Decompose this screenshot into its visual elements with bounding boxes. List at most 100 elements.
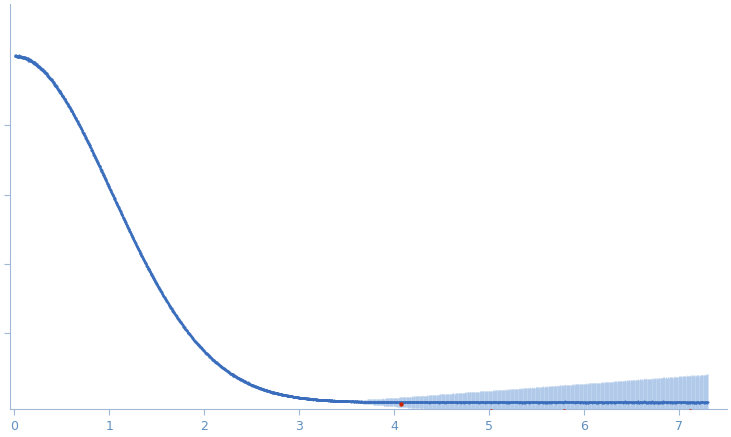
Point bbox=[588, 399, 599, 406]
Point bbox=[351, 398, 363, 405]
Point bbox=[280, 392, 292, 399]
Point bbox=[113, 205, 124, 212]
Point bbox=[111, 200, 123, 207]
Point bbox=[280, 392, 292, 399]
Point bbox=[117, 214, 129, 221]
Point bbox=[257, 385, 268, 392]
Point bbox=[212, 361, 224, 368]
Point bbox=[645, 399, 656, 406]
Point bbox=[466, 399, 477, 406]
Point bbox=[107, 191, 118, 198]
Point bbox=[394, 399, 406, 406]
Point bbox=[684, 399, 696, 406]
Point bbox=[656, 399, 668, 406]
Point bbox=[275, 391, 287, 398]
Point bbox=[186, 333, 197, 340]
Point bbox=[83, 140, 94, 147]
Point bbox=[111, 200, 123, 207]
Point bbox=[140, 260, 152, 267]
Point bbox=[605, 399, 617, 406]
Point bbox=[585, 399, 596, 406]
Point bbox=[132, 244, 143, 251]
Point bbox=[348, 398, 360, 405]
Point bbox=[91, 156, 102, 163]
Point bbox=[80, 133, 91, 140]
Point bbox=[495, 399, 507, 406]
Point bbox=[184, 332, 196, 339]
Point bbox=[576, 399, 588, 406]
Point bbox=[45, 76, 57, 83]
Point bbox=[581, 399, 593, 406]
Point bbox=[523, 399, 534, 406]
Point bbox=[29, 59, 40, 66]
Point bbox=[451, 399, 463, 406]
Point bbox=[156, 290, 167, 297]
Point bbox=[302, 395, 314, 402]
Point bbox=[525, 399, 537, 406]
Point bbox=[434, 398, 446, 405]
Point bbox=[223, 368, 235, 375]
Point bbox=[516, 399, 528, 406]
Point bbox=[336, 397, 348, 404]
Point bbox=[294, 394, 306, 401]
Point bbox=[31, 61, 43, 68]
Point bbox=[84, 141, 96, 148]
Point bbox=[317, 396, 329, 403]
Point bbox=[265, 388, 277, 395]
Point bbox=[41, 72, 53, 79]
Point bbox=[132, 244, 143, 251]
Point bbox=[436, 399, 447, 406]
Point bbox=[423, 399, 435, 406]
Point bbox=[368, 399, 379, 406]
Point bbox=[607, 399, 618, 406]
Point bbox=[16, 54, 28, 61]
Point bbox=[237, 377, 249, 384]
Point bbox=[631, 399, 643, 406]
Point bbox=[501, 399, 512, 406]
Point bbox=[275, 391, 287, 398]
Point bbox=[167, 308, 179, 315]
Point bbox=[48, 80, 60, 87]
Point bbox=[561, 399, 572, 406]
Point bbox=[609, 399, 621, 406]
Point bbox=[83, 142, 95, 149]
Point bbox=[211, 360, 223, 367]
Point bbox=[225, 371, 237, 378]
Point bbox=[181, 327, 192, 334]
Point bbox=[317, 396, 328, 403]
Point bbox=[602, 399, 613, 406]
Point bbox=[186, 333, 198, 340]
Point bbox=[77, 128, 88, 135]
Point bbox=[205, 354, 217, 361]
Point bbox=[416, 399, 428, 406]
Point bbox=[683, 399, 695, 406]
Point bbox=[121, 222, 133, 229]
Point bbox=[428, 399, 439, 406]
Point bbox=[557, 399, 569, 406]
Point bbox=[88, 151, 99, 158]
Point bbox=[126, 232, 137, 239]
Point bbox=[319, 397, 330, 404]
Point bbox=[638, 399, 650, 406]
Point bbox=[72, 120, 84, 127]
Point bbox=[189, 337, 201, 344]
Point bbox=[91, 159, 103, 166]
Point bbox=[156, 288, 167, 295]
Point bbox=[197, 347, 209, 354]
Point bbox=[680, 399, 692, 406]
Point bbox=[648, 399, 660, 406]
Point bbox=[594, 399, 606, 406]
Point bbox=[314, 396, 326, 403]
Point bbox=[473, 399, 485, 406]
Point bbox=[123, 225, 135, 232]
Point bbox=[12, 53, 24, 60]
Point bbox=[219, 365, 230, 372]
Point bbox=[165, 305, 177, 312]
Point bbox=[43, 73, 55, 80]
Point bbox=[30, 60, 42, 67]
Point bbox=[655, 399, 667, 406]
Point bbox=[50, 83, 62, 90]
Point bbox=[313, 396, 325, 403]
Point bbox=[332, 397, 344, 404]
Point bbox=[217, 364, 229, 371]
